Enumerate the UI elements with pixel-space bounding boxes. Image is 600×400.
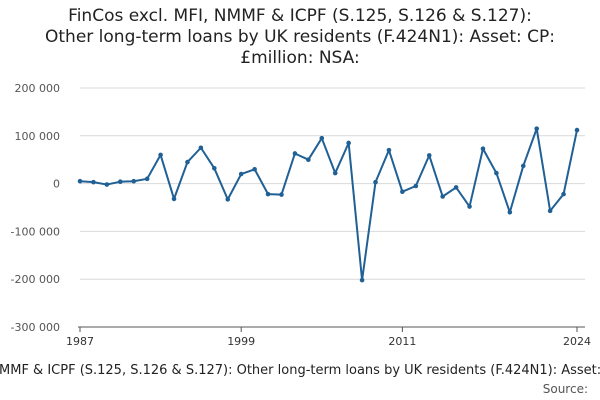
axis-layer xyxy=(78,326,585,332)
y-tick-label: -200 000 xyxy=(11,273,60,286)
data-point xyxy=(306,157,311,162)
chart-title: FinCos excl. MFI, NMMF & ICPF (S.125, S.… xyxy=(0,6,600,69)
data-point xyxy=(91,179,96,185)
data-point xyxy=(212,166,217,171)
data-point xyxy=(265,191,271,197)
data-point xyxy=(346,140,351,146)
data-point xyxy=(158,152,163,158)
x-axis-label: FinCos excl. MFI, NMMF & ICPF (S.125, S.… xyxy=(0,363,600,378)
x-tick-label: 1999 xyxy=(227,335,255,348)
series-layer xyxy=(77,126,580,283)
data-point xyxy=(574,127,580,133)
x-tick-label: 2024 xyxy=(563,335,591,348)
x-tick-label: 1987 xyxy=(66,335,94,348)
data-point xyxy=(561,191,566,197)
chart-title-line-3: £million: NSA: xyxy=(240,48,360,68)
x-tick-label: 2011 xyxy=(388,335,416,348)
data-point xyxy=(400,189,405,195)
data-point xyxy=(279,192,284,197)
data-point xyxy=(453,185,459,190)
x-tick-labels: 1987 1999 2011 2024 xyxy=(66,335,591,348)
data-point xyxy=(144,176,150,182)
data-point xyxy=(198,145,204,151)
series-line xyxy=(79,127,578,282)
y-tick-label: 100 000 xyxy=(15,130,61,143)
data-point xyxy=(386,147,392,153)
data-point xyxy=(413,183,419,189)
data-point xyxy=(426,153,432,158)
data-point xyxy=(480,146,486,152)
data-point xyxy=(225,197,231,202)
y-tick-label: 0 xyxy=(53,178,60,191)
data-point xyxy=(77,178,83,184)
y-tick-labels: 200 000 100 000 0 -100 000 -200 000 -300 000 xyxy=(11,82,60,334)
data-point xyxy=(332,170,338,176)
data-point xyxy=(252,166,257,172)
x-axis-label-container: FinCos excl. MFI, NMMF & ICPF (S.125, S.… xyxy=(0,363,600,381)
data-point xyxy=(171,196,177,202)
data-point xyxy=(507,209,513,215)
source-label: Source: xyxy=(542,382,588,396)
data-point xyxy=(131,178,137,184)
data-point xyxy=(467,204,472,209)
data-point xyxy=(534,126,540,131)
chart-title-line-1: FinCos excl. MFI, NMMF & ICPF (S.125, S.… xyxy=(68,6,532,26)
data-point xyxy=(238,171,244,177)
y-tick-label: -100 000 xyxy=(11,225,60,238)
y-tick-label: -300 000 xyxy=(11,321,60,334)
data-point xyxy=(520,163,526,169)
data-point xyxy=(117,179,123,184)
data-point xyxy=(104,182,110,187)
data-point xyxy=(547,208,553,214)
data-point xyxy=(373,179,378,185)
y-tick-label: 200 000 xyxy=(15,82,61,95)
data-point xyxy=(440,194,445,199)
data-point xyxy=(494,170,499,176)
chart-title-line-2: Other long-term loans by UK residents (F… xyxy=(45,27,555,47)
data-point xyxy=(185,159,190,165)
data-point xyxy=(319,135,325,141)
data-point xyxy=(359,277,365,283)
data-point xyxy=(292,151,298,156)
